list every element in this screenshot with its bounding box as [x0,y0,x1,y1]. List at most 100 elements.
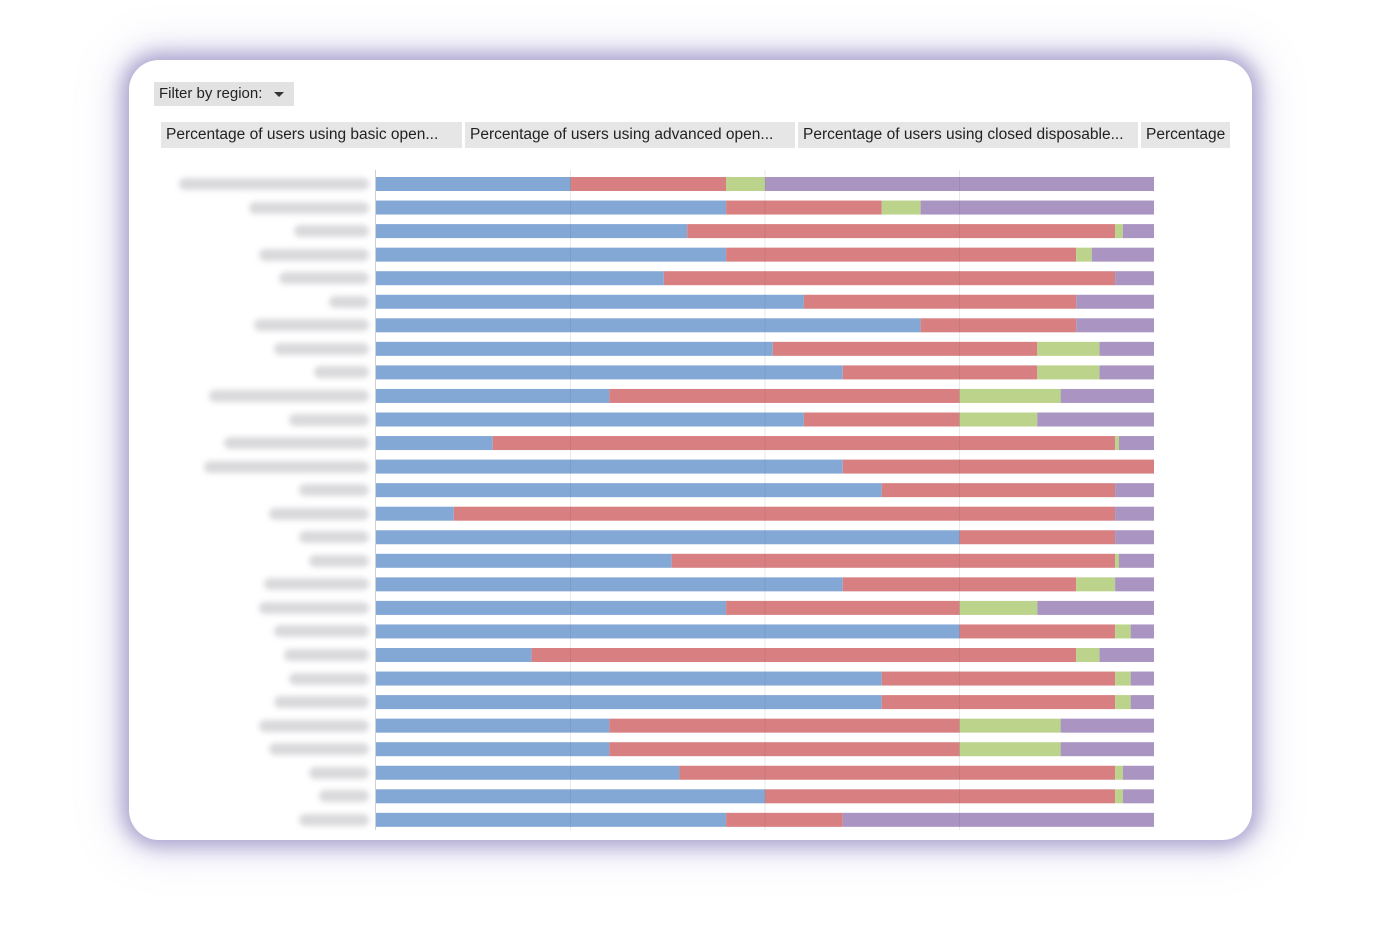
legend-item-advanced-open[interactable]: Percentage of users using advanced open.… [465,122,795,148]
bar-segment-row26-series3 [1115,765,1123,780]
category-label-blurred [289,413,369,426]
bar-segment-row4-series3 [1076,247,1092,262]
bar-segment-row8-series1 [376,341,773,356]
bar-segment-row21-series1 [376,648,532,662]
bar-segment-row21-series3 [1076,648,1100,662]
bar-segment-row6-series4 [1076,294,1154,309]
bar-segment-row20-series4 [1130,624,1154,639]
bar-segment-row24-series1 [376,718,610,733]
bar-segment-row12-series2 [492,436,1116,451]
bar-segment-row1-series3 [726,177,765,191]
region-filter-dropdown[interactable]: Filter by region: [154,82,295,106]
bar-segment-row27-series1 [376,789,765,804]
bar-segment-row7-series4 [1076,318,1154,333]
bar-segment-row27-series4 [1122,789,1154,804]
bar-segment-row8-series2 [772,341,1038,356]
bar-segment-row20-series3 [1115,624,1131,639]
bar-segment-row2-series1 [376,200,727,215]
bar-segment-row28-series4 [842,812,1154,827]
bar-segment-row10-series3 [959,388,1061,403]
region-filter-label: Filter by region: [159,85,263,102]
category-label-blurred [209,389,369,402]
bar-segment-row23-series3 [1115,695,1131,710]
category-label-blurred [314,366,369,379]
bar-segment-row4-series2 [726,247,1077,262]
bar-segment-row15-series4 [1115,506,1154,521]
bar-segment-row18-series1 [376,577,843,592]
bar-segment-row4-series1 [376,247,727,262]
bar-segment-row25-series1 [376,742,610,757]
bar-segment-row4-series4 [1091,247,1154,262]
legend-item-basic-open[interactable]: Percentage of users using basic open... [161,122,462,148]
bar-segment-row18-series3 [1076,577,1116,592]
legend: Percentage of users using basic open... P… [161,122,1230,148]
bar-segment-row14-series2 [881,483,1116,498]
bar-segment-row19-series2 [726,600,960,615]
category-label-blurred [279,272,369,285]
bar-segment-row25-series4 [1060,742,1154,757]
category-label-blurred [299,813,369,826]
bar-segment-row5-series2 [663,271,1116,286]
bar-segment-row1-series4 [765,177,1154,191]
bar-segment-row17-series1 [376,553,672,568]
bar-segment-row3-series2 [687,224,1116,239]
category-label-blurred [269,507,369,520]
bar-segment-row17-series2 [671,553,1116,568]
bar-segment-row24-series2 [609,718,960,733]
bar-segment-row9-series1 [376,365,843,380]
bar-segment-row8-series3 [1037,341,1100,356]
category-label-blurred [329,295,369,308]
category-label-blurred [259,248,369,261]
bar-segment-row18-series4 [1115,577,1154,592]
bar-segment-row22-series3 [1115,671,1131,686]
category-label-blurred [249,201,369,214]
bar-segment-row1-series2 [570,177,727,191]
category-label-blurred [284,649,369,661]
bar-segment-row2-series2 [726,200,882,215]
bar-segment-row10-series2 [609,388,960,403]
category-label-blurred [224,437,369,450]
bar-segment-row3-series1 [376,224,688,239]
bar-segment-row11-series4 [1037,412,1154,427]
category-label-blurred [319,790,369,803]
category-label-blurred [264,578,369,591]
bar-segment-row22-series2 [881,671,1116,686]
bar-segment-row15-series1 [376,506,454,521]
bar-segment-row19-series1 [376,600,727,615]
bar-segment-row22-series1 [376,671,882,686]
bar-segment-row23-series4 [1130,695,1154,710]
bar-segment-row9-series4 [1099,365,1154,380]
bar-segment-row20-series1 [376,624,960,639]
chart-card: Filter by region: Percentage of users us… [129,60,1252,840]
bar-segment-row16-series2 [959,530,1116,545]
bar-segment-row27-series3 [1115,789,1123,804]
bar-segment-row10-series4 [1060,388,1154,403]
category-label-blurred [269,743,369,756]
category-label-blurred [179,178,369,190]
bar-segment-row3-series3 [1115,224,1123,239]
caret-down-icon [274,92,285,97]
bar-segment-row2-series3 [881,200,921,215]
legend-item-closed-disposable[interactable]: Percentage of users using closed disposa… [798,122,1138,148]
bar-segment-row11-series1 [376,412,804,427]
bar-segment-row24-series3 [959,718,1061,733]
plot-area [375,170,1155,830]
bar-segment-row7-series1 [376,318,921,333]
category-label-blurred [309,766,369,779]
bar-segment-row19-series4 [1037,600,1154,615]
category-label-blurred [274,696,369,709]
bar-segment-row26-series4 [1122,765,1154,780]
stacked-bar-chart [375,170,1154,830]
bar-segment-row14-series1 [376,483,882,498]
bar-segment-row24-series4 [1060,718,1154,733]
bar-segment-row21-series4 [1099,648,1154,662]
legend-item-fourth-series[interactable]: Percentage [1141,122,1230,148]
bar-segment-row23-series2 [881,695,1116,710]
category-label-blurred [299,484,369,497]
bar-segment-row16-series4 [1115,530,1154,545]
bar-segment-row9-series3 [1037,365,1100,380]
category-label-blurred [309,554,369,567]
bar-segment-row16-series1 [376,530,960,545]
category-label-blurred [299,531,369,544]
bar-segment-row11-series2 [803,412,960,427]
